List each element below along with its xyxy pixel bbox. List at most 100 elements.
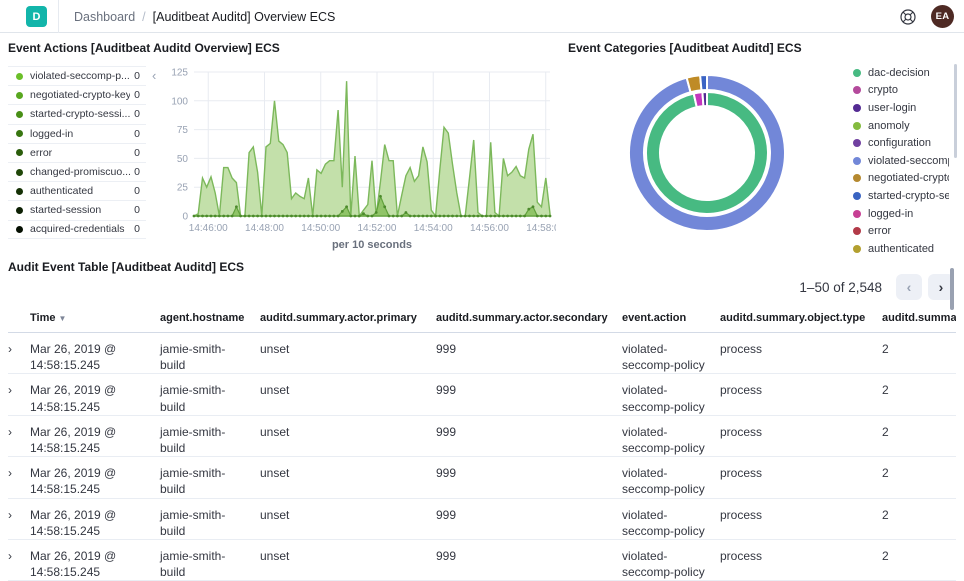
row-expand-chevron-icon[interactable]: › bbox=[8, 466, 12, 481]
event-categories-legend-item[interactable]: logged-in bbox=[853, 205, 949, 223]
audit-table-panel-title: Audit Event Table [Auditbeat Auditd] ECS bbox=[8, 260, 244, 274]
event-categories-legend-item[interactable]: dac-decision bbox=[853, 64, 949, 82]
row-expand-chevron-icon[interactable]: › bbox=[8, 424, 12, 439]
event-categories-legend-item[interactable]: anomoly bbox=[853, 117, 949, 135]
cell-summary: 2 bbox=[882, 466, 889, 481]
event-actions-legend-item[interactable]: acquired-credentials 0 bbox=[8, 219, 146, 239]
cell-summary: 2 bbox=[882, 507, 889, 522]
app-logo[interactable]: D bbox=[26, 6, 47, 27]
column-header-auditd-summary[interactable]: auditd.summary bbox=[882, 312, 956, 324]
legend-label: configuration bbox=[868, 137, 931, 150]
legend-collapse-icon[interactable]: ‹ bbox=[152, 68, 157, 83]
event-categories-legend-item[interactable]: user-login bbox=[853, 99, 949, 117]
table-row: › Mar 26, 2019 @ 14:58:15.245 jamie-smit… bbox=[8, 540, 956, 581]
cell-time: Mar 26, 2019 @ 14:58:15.245 bbox=[30, 466, 117, 497]
sort-down-icon: ▼ bbox=[58, 314, 67, 323]
row-expand-chevron-icon[interactable]: › bbox=[8, 342, 12, 356]
row-expand-chevron-icon[interactable]: › bbox=[8, 507, 12, 522]
pagination-prev-button[interactable]: ‹ bbox=[896, 274, 922, 300]
table-row: › Mar 26, 2019 @ 14:58:15.245 jamie-smit… bbox=[8, 374, 956, 416]
legend-value: 0 bbox=[134, 223, 140, 236]
legend-value: 0 bbox=[134, 108, 140, 121]
table-scrollbar[interactable] bbox=[950, 268, 954, 310]
page-title: [Auditbeat Auditd] Overview ECS bbox=[152, 9, 336, 24]
event-categories-donut-chart bbox=[612, 58, 802, 253]
cell-event-action: violated-seccomp-policy bbox=[622, 466, 705, 497]
table-row: › Mar 26, 2019 @ 14:58:15.245 jamie-smit… bbox=[8, 416, 956, 458]
column-header-auditd-summary-object-type[interactable]: auditd.summary.object.type bbox=[720, 312, 866, 324]
legend-label: crypto bbox=[868, 84, 898, 97]
legend-color-dot bbox=[853, 209, 861, 218]
audit-event-table: Time ▼ agent.hostname auditd.summary.actor.… bbox=[8, 306, 956, 581]
legend-label: started-session bbox=[30, 204, 102, 217]
event-actions-legend-item[interactable]: violated-seccomp-p... 0 bbox=[8, 66, 146, 85]
row-expand-chevron-icon[interactable]: › bbox=[8, 383, 12, 398]
event-categories-legend-item[interactable]: negotiated-crypto... bbox=[853, 170, 949, 188]
cell-summary: 2 bbox=[882, 342, 889, 356]
legend-label: anomoly bbox=[868, 119, 910, 132]
cell-object-type: process bbox=[720, 507, 763, 522]
cell-object-type: process bbox=[720, 466, 763, 481]
legend-value: 0 bbox=[134, 166, 140, 179]
event-categories-legend-item[interactable]: error bbox=[853, 222, 949, 240]
legend-value: 0 bbox=[134, 127, 140, 140]
event-actions-legend-item[interactable]: changed-promiscuo... 0 bbox=[8, 161, 146, 181]
legend-label: authenticated bbox=[30, 185, 94, 198]
navbar-divider bbox=[58, 0, 59, 33]
event-actions-legend-item[interactable]: started-session 0 bbox=[8, 200, 146, 219]
event-categories-legend-item[interactable]: configuration bbox=[853, 134, 949, 152]
svg-text:100: 100 bbox=[171, 96, 188, 107]
event-categories-legend-item[interactable]: crypto bbox=[853, 82, 949, 100]
legend-label: logged-in bbox=[30, 127, 74, 140]
cell-actor-secondary: 999 bbox=[436, 383, 457, 398]
column-header-auditd-summary-actor-secondary[interactable]: auditd.summary.actor.secondary bbox=[436, 312, 608, 324]
cell-actor-primary: unset bbox=[260, 383, 290, 398]
column-header-time[interactable]: Time ▼ bbox=[30, 312, 67, 324]
cell-summary: 2 bbox=[882, 383, 889, 398]
event-actions-legend-item[interactable]: started-crypto-sessi... 0 bbox=[8, 104, 146, 123]
pagination-next-button[interactable]: › bbox=[928, 274, 954, 300]
cell-hostname: jamie-smith-build bbox=[160, 424, 226, 455]
table-row: › Mar 26, 2019 @ 14:58:15.245 jamie-smit… bbox=[8, 457, 956, 499]
legend-color-dot bbox=[853, 244, 861, 253]
svg-text:14:58:00: 14:58:00 bbox=[526, 223, 556, 234]
event-actions-legend-item[interactable]: logged-in 0 bbox=[8, 123, 146, 143]
event-actions-legend-item[interactable]: error 0 bbox=[8, 142, 146, 162]
row-expand-chevron-icon[interactable]: › bbox=[8, 548, 12, 563]
legend-color-dot bbox=[853, 139, 861, 148]
event-categories-legend-item[interactable]: authenticated bbox=[853, 240, 949, 258]
svg-text:14:52:00: 14:52:00 bbox=[358, 223, 397, 234]
event-actions-legend-item[interactable]: negotiated-crypto-key 0 bbox=[8, 85, 146, 104]
help-icon[interactable] bbox=[899, 8, 917, 26]
cell-object-type: process bbox=[720, 424, 763, 439]
cell-hostname: jamie-smith-build bbox=[160, 342, 226, 373]
event-actions-legend-item[interactable]: authenticated 0 bbox=[8, 181, 146, 200]
event-categories-legend-item[interactable]: started-crypto-se... bbox=[853, 187, 949, 205]
event-categories-legend-item[interactable]: violated-seccomp... bbox=[853, 152, 949, 170]
cell-time: Mar 26, 2019 @ 14:58:15.245 bbox=[30, 342, 117, 373]
event-categories-legend: dac-decision crypto user-login anomoly c… bbox=[853, 64, 949, 258]
legend-label: error bbox=[868, 225, 892, 238]
legend-scrollbar[interactable] bbox=[954, 64, 957, 158]
column-header-event-action[interactable]: event.action bbox=[622, 312, 687, 324]
top-navbar: D Dashboard / [Auditbeat Auditd] Overvie… bbox=[0, 0, 964, 33]
svg-text:14:48:00: 14:48:00 bbox=[245, 223, 284, 234]
svg-text:14:46:00: 14:46:00 bbox=[189, 223, 228, 234]
audit-event-table-panel: Audit Event Table [Auditbeat Auditd] ECS… bbox=[8, 254, 956, 581]
legend-color-dot bbox=[853, 86, 861, 95]
legend-color-dot bbox=[853, 103, 861, 112]
user-avatar[interactable]: EA bbox=[931, 5, 954, 28]
legend-value: 0 bbox=[134, 146, 140, 159]
column-header-agent-hostname[interactable]: agent.hostname bbox=[160, 312, 245, 324]
breadcrumb-dashboard-link[interactable]: Dashboard bbox=[74, 9, 136, 24]
column-header-auditd-summary-actor-primary[interactable]: auditd.summary.actor.primary bbox=[260, 312, 417, 324]
cell-hostname: jamie-smith-build bbox=[160, 507, 226, 538]
cell-actor-secondary: 999 bbox=[436, 466, 457, 481]
legend-label: violated-seccomp... bbox=[868, 154, 949, 167]
legend-color-dot bbox=[853, 191, 861, 200]
legend-color-dot bbox=[16, 225, 23, 233]
cell-actor-primary: unset bbox=[260, 424, 290, 439]
svg-text:0: 0 bbox=[182, 212, 188, 223]
legend-color-dot bbox=[16, 149, 23, 157]
cell-event-action: violated-seccomp-policy bbox=[622, 507, 705, 538]
